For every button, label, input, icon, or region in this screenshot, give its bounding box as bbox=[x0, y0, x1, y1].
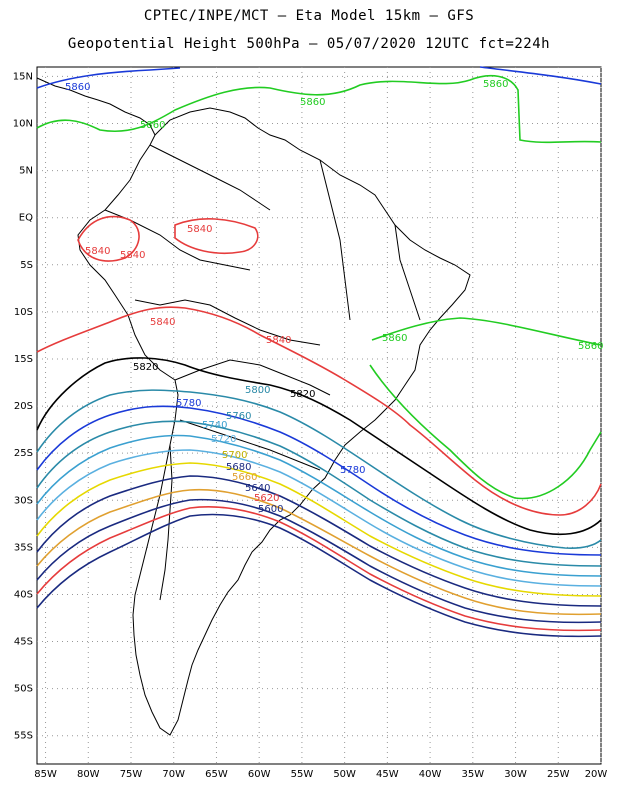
border-1 bbox=[149, 144, 271, 211]
contour-5840-north-1 bbox=[77, 215, 140, 262]
label-5860-green-3: 5860 bbox=[483, 79, 508, 90]
contour-5820 bbox=[36, 357, 602, 536]
label-5680: 5680 bbox=[226, 462, 251, 473]
lat-label: EQ bbox=[19, 213, 33, 224]
chart-title-line2: Geopotential Height 500hPa – 05/07/2020 … bbox=[67, 36, 551, 52]
lat-label: 40S bbox=[14, 589, 33, 600]
border-3 bbox=[134, 299, 321, 346]
label-5760: 5760 bbox=[226, 411, 251, 422]
border-7 bbox=[394, 224, 421, 321]
label-5840-4: 5840 bbox=[150, 317, 175, 328]
contour-5680 bbox=[36, 475, 602, 607]
contour-labels: 5860 5860 5860 5860 5860 5860 5840 5840 … bbox=[65, 79, 603, 515]
contour-5740 bbox=[36, 434, 602, 577]
lon-label: 75W bbox=[120, 769, 143, 780]
label-5780-2: 5780 bbox=[340, 465, 365, 476]
lon-label: 20W bbox=[585, 769, 608, 780]
label-5860-green-5: 5860 bbox=[578, 341, 603, 352]
contour-5720 bbox=[36, 449, 602, 587]
label-5640: 5640 bbox=[245, 483, 270, 494]
label-5820-1: 5820 bbox=[133, 362, 158, 373]
contour-5860-green-north bbox=[36, 74, 602, 144]
label-5860-blue: 5860 bbox=[65, 82, 90, 93]
lon-label: 55W bbox=[291, 769, 314, 780]
contour-5660 bbox=[36, 488, 602, 616]
label-5620: 5620 bbox=[254, 493, 279, 504]
lat-label: 50S bbox=[14, 684, 33, 695]
label-5860-green-4: 5860 bbox=[382, 333, 407, 344]
coastlines bbox=[36, 77, 471, 736]
contour-5600 bbox=[36, 513, 602, 638]
lat-label: 10S bbox=[14, 307, 33, 318]
lat-label: 35S bbox=[14, 542, 33, 553]
lon-label: 25W bbox=[547, 769, 570, 780]
label-5740: 5740 bbox=[202, 420, 227, 431]
border-chile-argentina bbox=[159, 444, 173, 601]
contour-5620 bbox=[36, 505, 602, 632]
label-5860-green-1: 5860 bbox=[140, 120, 165, 131]
contour-5640 bbox=[36, 498, 602, 624]
lat-label: 30S bbox=[14, 495, 33, 506]
contour-5840-north-2 bbox=[174, 218, 259, 255]
contour-5860-blue bbox=[36, 66, 602, 89]
contour-5780 bbox=[36, 405, 602, 556]
label-5800: 5800 bbox=[245, 385, 270, 396]
label-5840-5: 5840 bbox=[266, 335, 291, 346]
lon-label: 60W bbox=[248, 769, 271, 780]
label-5820-2: 5820 bbox=[290, 389, 315, 400]
lon-label: 65W bbox=[205, 769, 228, 780]
label-5660: 5660 bbox=[232, 472, 257, 483]
latitude-labels: 15N 10N 5N EQ 5S 10S 15S 20S 25S 30S 35S 40S 45S 50S 5… bbox=[13, 71, 33, 741]
longitude-labels: 85W 80W 75W 70W 65W 60W 55W 50W 45W 40W 35W 30W 25W 2… bbox=[34, 769, 607, 780]
lon-label: 80W bbox=[77, 769, 100, 780]
label-5720: 5720 bbox=[211, 434, 236, 445]
central-america-coast bbox=[36, 77, 156, 136]
lat-label: 5S bbox=[20, 260, 33, 271]
contour-5860-green-south bbox=[369, 317, 602, 500]
contours bbox=[36, 66, 602, 638]
lat-label: 15N bbox=[13, 71, 33, 82]
lon-label: 50W bbox=[333, 769, 356, 780]
lat-label: 25S bbox=[14, 448, 33, 459]
label-5840-1: 5840 bbox=[85, 246, 110, 257]
contour-5760 bbox=[36, 420, 602, 567]
label-5600: 5600 bbox=[258, 504, 283, 515]
map-frame bbox=[36, 66, 602, 765]
lon-label: 85W bbox=[34, 769, 57, 780]
label-5840-2: 5840 bbox=[120, 250, 145, 261]
border-5 bbox=[179, 419, 321, 471]
chart-title-line1: CPTEC/INPE/MCT – Eta Model 15km – GFS bbox=[143, 8, 475, 24]
lat-label: 20S bbox=[14, 401, 33, 412]
label-5700: 5700 bbox=[222, 450, 247, 461]
border-6 bbox=[319, 159, 351, 321]
lat-label: 15S bbox=[14, 354, 33, 365]
lat-label: 10N bbox=[13, 119, 33, 130]
contour-5840-main bbox=[36, 306, 602, 516]
lat-label: 55S bbox=[14, 731, 33, 742]
contour-5700 bbox=[36, 462, 602, 597]
lon-label: 30W bbox=[504, 769, 527, 780]
label-5780-1: 5780 bbox=[176, 398, 201, 409]
lon-label: 45W bbox=[376, 769, 399, 780]
label-5840-3: 5840 bbox=[187, 224, 212, 235]
south-america-coast bbox=[77, 107, 471, 736]
contour-5800 bbox=[36, 389, 602, 549]
lon-label: 70W bbox=[162, 769, 185, 780]
lon-label: 35W bbox=[462, 769, 485, 780]
lon-label: 40W bbox=[419, 769, 442, 780]
graticule bbox=[37, 67, 602, 764]
lat-label: 45S bbox=[14, 637, 33, 648]
lat-label: 5N bbox=[19, 166, 33, 177]
label-5860-green-2: 5860 bbox=[300, 97, 325, 108]
